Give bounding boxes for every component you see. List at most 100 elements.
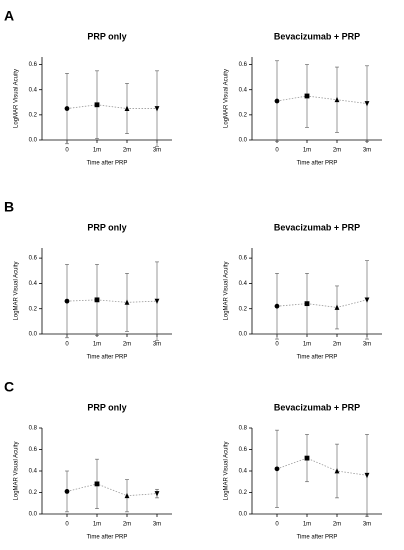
- y-tick-label: 0.4: [29, 469, 38, 475]
- y-tick-label: 0.0: [29, 512, 38, 518]
- y-axis-label: LogMAR Visual Acuity: [14, 442, 20, 501]
- y-axis-label: LogMAR Visual Acuity: [224, 69, 230, 128]
- x-tick-label: 1m: [303, 522, 311, 528]
- x-tick-label: 1m: [303, 148, 311, 154]
- y-tick-label: 0.2: [29, 112, 38, 118]
- x-tick-label: 2m: [123, 342, 131, 348]
- marker: [274, 98, 280, 104]
- x-tick-label: 2m: [333, 522, 341, 528]
- marker: [364, 472, 370, 479]
- x-tick-label: 3m: [363, 342, 371, 348]
- chart-title: Bevacizumab + PRP: [274, 31, 360, 41]
- marker: [154, 106, 160, 112]
- marker: [94, 481, 100, 487]
- series-line: [276, 299, 368, 308]
- x-tick-label: 2m: [123, 148, 131, 154]
- y-tick-label: 0.4: [239, 469, 248, 475]
- chart-title: Bevacizumab + PRP: [274, 222, 360, 232]
- y-tick-label: 0.4: [29, 87, 38, 93]
- marker: [154, 298, 160, 305]
- x-tick-label: 0: [65, 342, 69, 348]
- marker: [274, 466, 280, 472]
- x-axis-label: Time after PRP: [87, 535, 128, 541]
- marker: [334, 304, 340, 310]
- x-tick-label: 1m: [93, 148, 101, 154]
- x-tick-label: 0: [275, 148, 279, 154]
- y-tick-label: 0.0: [239, 512, 248, 518]
- series-line: [276, 95, 368, 104]
- x-axis-label: Time after PRP: [297, 535, 338, 541]
- marker: [274, 303, 280, 309]
- marker: [334, 468, 340, 474]
- y-tick-label: 0.6: [29, 447, 38, 453]
- y-axis-label: LogMAR Visual Acuity: [14, 69, 20, 128]
- y-tick-label: 0.6: [239, 447, 248, 453]
- y-tick-label: 0.8: [239, 426, 248, 432]
- marker: [124, 105, 130, 111]
- y-tick-label: 0.0: [239, 138, 248, 144]
- panel-letter: B: [4, 199, 14, 215]
- y-tick-label: 0.6: [29, 256, 38, 262]
- x-axis-label: Time after PRP: [297, 161, 338, 167]
- x-tick-label: 0: [275, 342, 279, 348]
- x-tick-label: 1m: [303, 342, 311, 348]
- x-tick-label: 3m: [363, 522, 371, 528]
- x-tick-label: 2m: [123, 522, 131, 528]
- y-tick-label: 0.4: [239, 281, 248, 287]
- x-tick-label: 3m: [153, 522, 161, 528]
- x-tick-label: 0: [65, 522, 69, 528]
- x-tick-label: 2m: [333, 148, 341, 154]
- x-tick-label: 1m: [93, 342, 101, 348]
- y-tick-label: 0.0: [239, 332, 248, 338]
- y-tick-label: 0.0: [29, 332, 38, 338]
- y-tick-label: 0.4: [239, 87, 248, 93]
- chart-title: PRP only: [87, 222, 126, 232]
- x-tick-label: 1m: [93, 522, 101, 528]
- x-axis-label: Time after PRP: [87, 161, 128, 167]
- y-tick-label: 0.2: [239, 112, 248, 118]
- marker: [154, 491, 160, 497]
- x-tick-label: 3m: [363, 148, 371, 154]
- marker: [64, 106, 70, 111]
- marker: [64, 489, 70, 494]
- series-line: [66, 483, 158, 497]
- y-tick-label: 0.4: [29, 281, 38, 287]
- marker: [364, 297, 370, 303]
- y-tick-label: 0.2: [239, 306, 248, 312]
- marker: [94, 297, 100, 303]
- panel-letter: A: [4, 8, 14, 24]
- series-line: [276, 457, 368, 476]
- y-tick-label: 0.6: [239, 256, 248, 262]
- y-tick-label: 0.2: [29, 490, 38, 496]
- marker: [94, 102, 100, 108]
- y-axis-label: LogMAR Visual Acuity: [224, 442, 230, 501]
- marker: [304, 93, 310, 99]
- chart-title: PRP only: [87, 31, 126, 41]
- marker: [304, 301, 310, 307]
- x-tick-label: 0: [65, 148, 69, 154]
- y-tick-label: 0.2: [29, 306, 38, 312]
- x-axis-label: Time after PRP: [87, 355, 128, 361]
- x-tick-label: 3m: [153, 342, 161, 348]
- y-tick-label: 0.2: [239, 490, 248, 496]
- marker: [304, 455, 310, 461]
- panel-letter: C: [4, 379, 14, 395]
- chart-title: Bevacizumab + PRP: [274, 402, 360, 412]
- x-tick-label: 0: [275, 522, 279, 528]
- marker: [124, 492, 130, 499]
- y-tick-label: 0.6: [29, 62, 38, 68]
- chart-title: PRP only: [87, 402, 126, 412]
- marker: [364, 101, 370, 107]
- marker: [64, 298, 70, 304]
- y-tick-label: 0.8: [29, 426, 38, 432]
- y-tick-label: 0.6: [239, 62, 248, 68]
- marker: [124, 299, 130, 305]
- series-line: [66, 299, 158, 303]
- x-tick-label: 2m: [333, 342, 341, 348]
- x-axis-label: Time after PRP: [297, 355, 338, 361]
- y-tick-label: 0.0: [29, 138, 38, 144]
- y-axis-label: LogMAR Visual Acuity: [14, 262, 20, 321]
- marker: [334, 96, 340, 103]
- x-tick-label: 3m: [153, 148, 161, 154]
